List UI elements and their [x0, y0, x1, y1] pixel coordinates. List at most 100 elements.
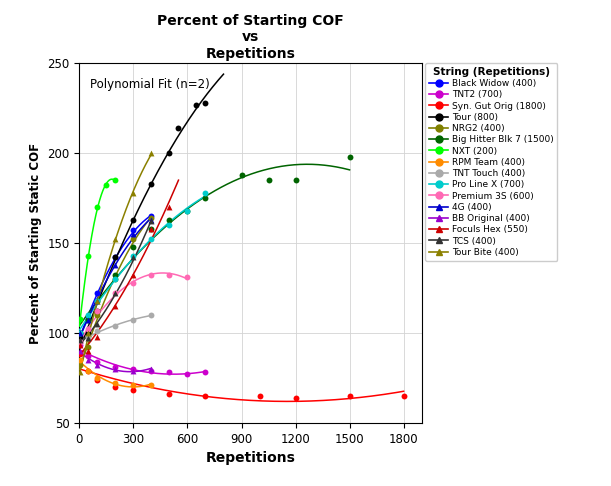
Point [75, 338, 85, 346]
Point [92, 296, 102, 304]
Point [75, 362, 85, 369]
Point [92, 332, 102, 340]
Point [75, 368, 85, 376]
Point [147, 311, 156, 319]
Point [111, 254, 120, 261]
Point [111, 365, 120, 373]
Point [147, 381, 156, 389]
Point [84, 252, 93, 260]
Point [84, 334, 93, 342]
Point [84, 316, 93, 324]
Point [84, 314, 93, 322]
Point [128, 252, 138, 260]
Point [174, 124, 183, 132]
Point [75, 356, 85, 364]
Point [75, 350, 85, 358]
Point [345, 153, 354, 160]
Point [92, 296, 102, 304]
Point [84, 367, 93, 375]
Point [128, 189, 138, 196]
Point [111, 275, 120, 283]
Point [147, 225, 156, 232]
Point [128, 230, 138, 238]
Point [128, 272, 138, 279]
Point [236, 171, 246, 178]
Point [92, 362, 102, 369]
Point [164, 216, 174, 224]
Point [183, 273, 192, 281]
Point [84, 344, 93, 351]
Point [128, 316, 138, 324]
Point [84, 347, 93, 355]
Point [75, 329, 85, 337]
Point [291, 394, 301, 401]
Point [111, 236, 120, 243]
Point [75, 329, 85, 337]
Point [183, 207, 192, 214]
Point [128, 365, 138, 373]
Point [101, 182, 111, 190]
Point [164, 203, 174, 211]
Point [147, 180, 156, 188]
Point [111, 272, 120, 279]
Point [128, 386, 138, 394]
Point [92, 308, 102, 315]
Point [111, 254, 120, 261]
Point [147, 214, 156, 222]
Point [92, 311, 102, 319]
Point [183, 370, 192, 378]
Point [75, 342, 85, 349]
Point [255, 392, 265, 399]
Point [128, 367, 138, 375]
Point [84, 332, 93, 340]
X-axis label: Repetitions: Repetitions [205, 451, 296, 465]
Point [75, 314, 85, 322]
Point [84, 352, 93, 360]
Point [128, 381, 138, 389]
Point [84, 316, 93, 324]
Point [147, 367, 156, 375]
Point [84, 329, 93, 337]
Title: Percent of Starting COF
vs
Repetitions: Percent of Starting COF vs Repetitions [157, 14, 344, 61]
Point [111, 260, 120, 268]
Point [92, 290, 102, 297]
Point [128, 243, 138, 250]
Point [84, 311, 93, 319]
Point [192, 101, 202, 108]
Point [128, 278, 138, 286]
Point [345, 392, 354, 399]
Point [75, 338, 85, 346]
Point [92, 327, 102, 335]
Point [92, 358, 102, 365]
Point [111, 383, 120, 391]
Point [147, 212, 156, 220]
Point [92, 376, 102, 383]
Point [75, 329, 85, 337]
Point [200, 194, 210, 202]
Point [111, 290, 120, 297]
Text: Polynomial Fit (n=2): Polynomial Fit (n=2) [90, 78, 210, 90]
Point [147, 236, 156, 243]
Point [111, 302, 120, 310]
Point [200, 368, 210, 376]
Point [84, 367, 93, 375]
Point [164, 368, 174, 376]
Point [147, 218, 156, 226]
Point [147, 225, 156, 232]
Point [147, 149, 156, 157]
Point [128, 236, 138, 243]
Point [92, 374, 102, 382]
Point [111, 290, 120, 297]
Point [200, 189, 210, 196]
Point [147, 272, 156, 279]
Point [147, 365, 156, 373]
Point [128, 226, 138, 234]
Point [111, 322, 120, 330]
Point [92, 296, 102, 304]
Point [128, 216, 138, 224]
Point [111, 380, 120, 387]
Point [84, 326, 93, 333]
Legend: Black Widow (400), TNT2 (700), Syn. Gut Orig (1800), Tour (800), NRG2 (400), Big: Black Widow (400), TNT2 (700), Syn. Gut … [425, 63, 557, 260]
Point [92, 320, 102, 328]
Point [75, 336, 85, 344]
